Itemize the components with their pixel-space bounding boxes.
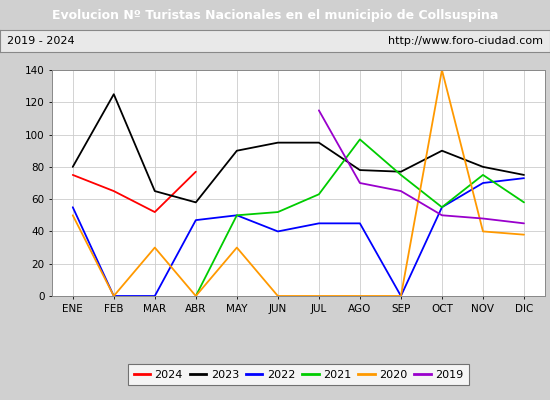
Text: 2019 - 2024: 2019 - 2024 xyxy=(7,36,74,46)
Text: Evolucion Nº Turistas Nacionales en el municipio de Collsuspina: Evolucion Nº Turistas Nacionales en el m… xyxy=(52,8,498,22)
Legend: 2024, 2023, 2022, 2021, 2020, 2019: 2024, 2023, 2022, 2021, 2020, 2019 xyxy=(128,364,469,385)
Text: http://www.foro-ciudad.com: http://www.foro-ciudad.com xyxy=(388,36,543,46)
